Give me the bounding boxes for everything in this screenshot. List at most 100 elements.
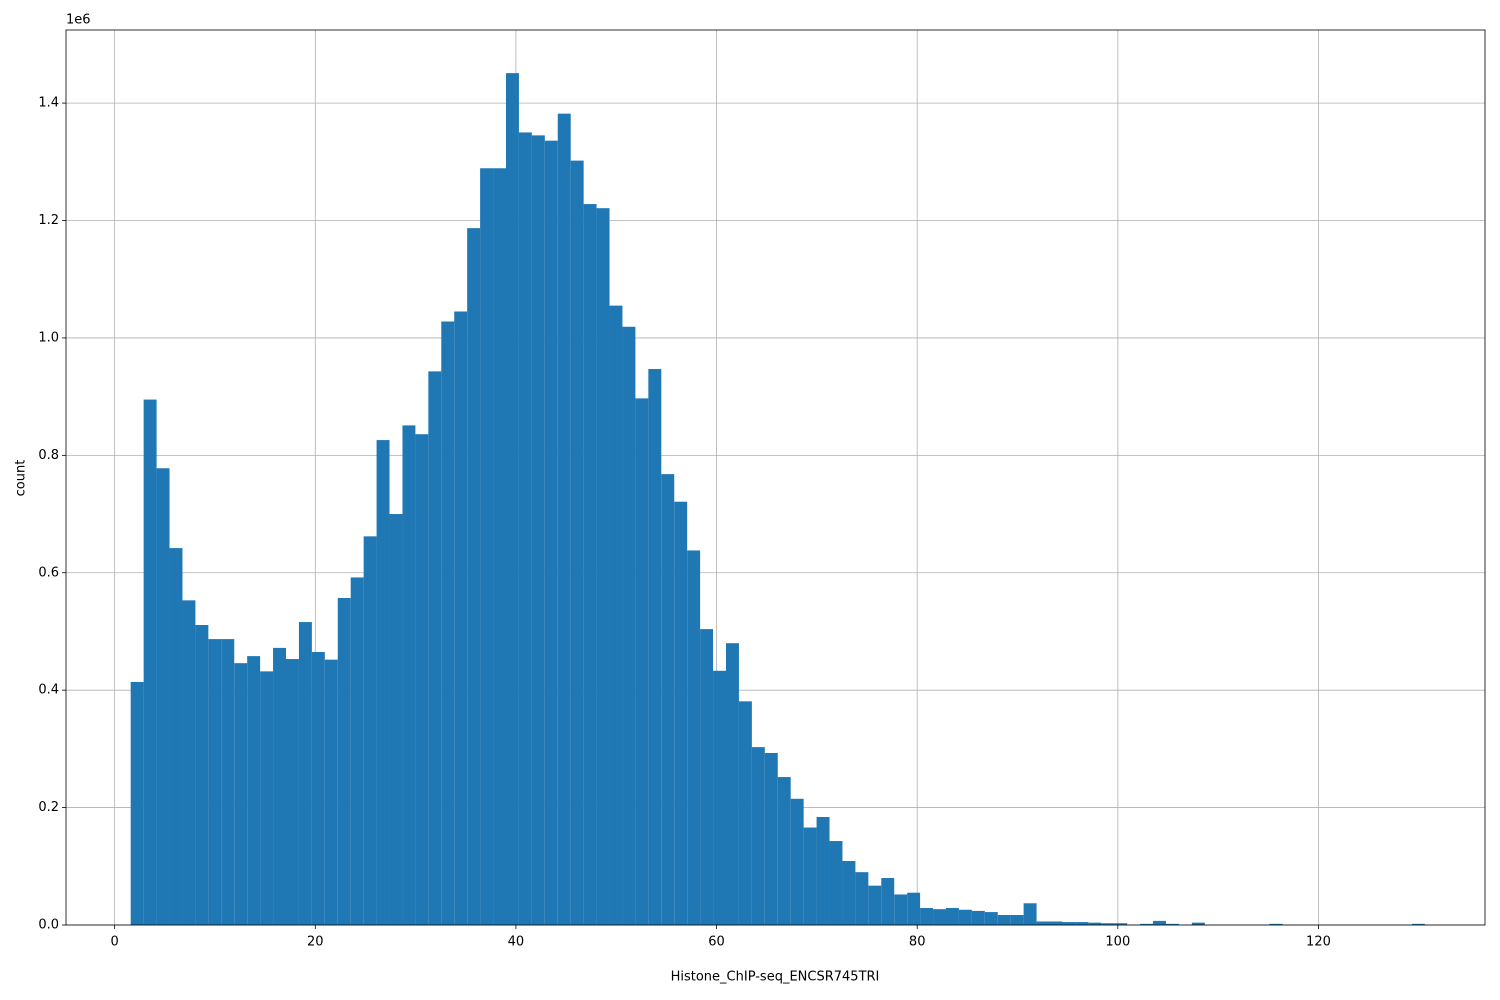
bar [544,140,558,925]
bar [480,168,494,925]
bar [428,371,442,925]
x-tick-label: 60 [708,935,725,950]
bar [661,474,675,925]
bar [143,399,157,925]
bar [803,827,817,925]
bar [945,907,959,925]
bar [493,168,506,925]
y-offset-label: 1e6 [66,13,91,28]
bars-layer [130,73,1425,926]
bar [997,915,1011,925]
bar [557,113,571,926]
bar [971,910,985,925]
bar [738,701,752,925]
bar [1075,922,1089,925]
bar [855,872,869,925]
bar [298,622,312,925]
bar [221,639,235,925]
bar [1049,921,1063,925]
bar [1010,915,1024,925]
bar [1062,922,1076,925]
bar [596,208,610,925]
y-axis-label: count [14,460,29,497]
bar [505,73,519,926]
bar [311,652,325,925]
bar [622,326,636,925]
bar [1114,923,1128,925]
bar [285,659,299,925]
bar [415,434,429,925]
bar [907,892,921,925]
bar [635,398,649,926]
x-tick-label: 120 [1306,935,1331,950]
bar [1023,903,1037,925]
bar [790,798,804,925]
bar [234,663,248,925]
bar [1153,920,1166,925]
bar [648,369,662,926]
bar [1191,922,1205,925]
bar [531,135,545,926]
bar [1411,923,1425,925]
bar [130,681,144,925]
bar [751,747,765,925]
bar [764,752,778,925]
bar [247,656,261,925]
bar [920,907,934,925]
bar [894,894,908,925]
y-tick-label: 1.2 [38,213,59,228]
x-tick-label: 0 [111,935,119,950]
bar [324,659,338,925]
bar [881,878,895,925]
x-tick-label: 80 [909,935,926,950]
bar [337,597,351,925]
bar [169,548,183,925]
bar [984,912,998,925]
bar [195,625,209,925]
bar [777,777,791,925]
bar [829,841,843,925]
bar [933,909,946,925]
bar [713,670,726,925]
bar [687,550,701,925]
bar [518,132,532,925]
bar [402,425,416,925]
bar [454,311,468,925]
y-tick-label: 0.0 [38,918,59,933]
bar [609,305,623,925]
bar [583,204,597,925]
bar [1036,921,1050,925]
bar [958,909,972,925]
bar [868,885,882,925]
y-tick-label: 0.6 [38,565,59,580]
bar [700,629,714,925]
bar [182,600,196,925]
x-tick-label: 40 [508,935,525,950]
bar [389,514,403,925]
y-tick-label: 0.8 [38,448,59,463]
bar [725,643,739,925]
bar [1165,923,1179,925]
bar [350,577,364,925]
bar [1140,923,1154,925]
y-tick-label: 1.4 [38,96,59,111]
bar [363,536,377,925]
x-axis-label: Histone_ChIP-seq_ENCSR745TRI [671,970,880,985]
x-tick-label: 100 [1105,935,1130,950]
bar [208,639,222,925]
bar [1269,923,1283,925]
bar [441,321,455,925]
bar [156,468,170,925]
plot-frame [65,29,1486,926]
bar [816,816,830,925]
bar [260,671,274,925]
bar [842,861,856,925]
bar [467,228,481,925]
bar [376,440,390,925]
y-tick-label: 0.2 [38,800,59,815]
bar [1101,923,1115,925]
bar [273,647,286,925]
bar [1088,922,1102,925]
